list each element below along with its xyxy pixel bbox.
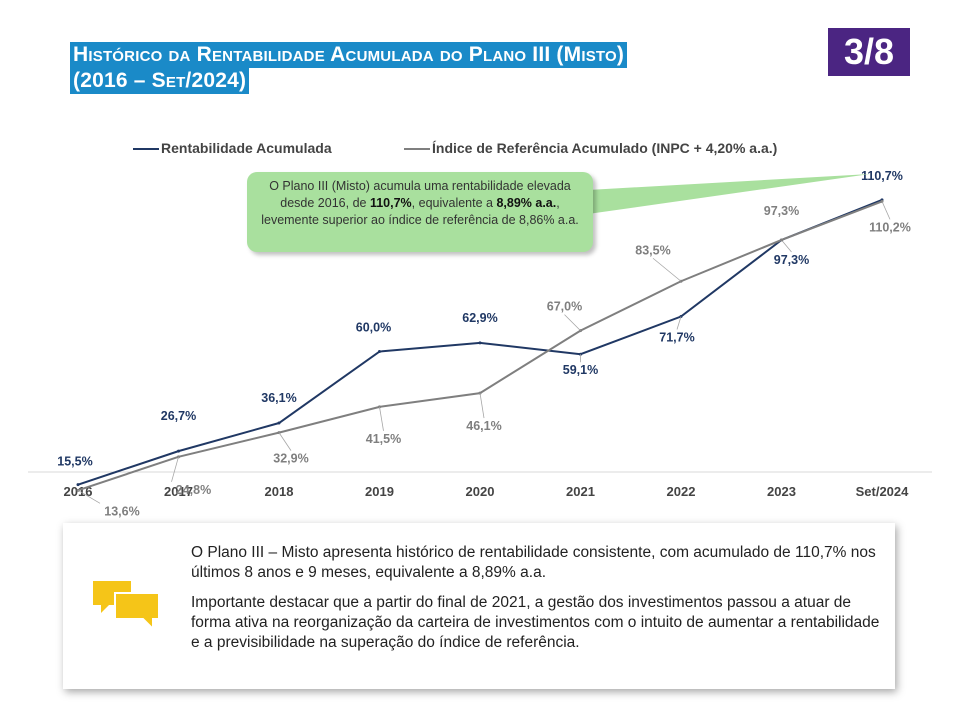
note-text: O Plano III – Misto apresenta histórico … — [191, 543, 881, 663]
line-chart: 20162017201820192020202120222023Set/2024… — [28, 169, 932, 518]
data-point — [76, 483, 80, 487]
data-label: 41,5% — [366, 432, 401, 446]
data-label: 71,7% — [659, 331, 694, 345]
data-point — [478, 341, 482, 345]
x-tick-label: 2020 — [466, 484, 495, 499]
callout-pointer — [588, 174, 870, 214]
label-leader — [278, 432, 292, 451]
x-tick-label: 2018 — [265, 484, 294, 499]
callout-bold-2: 8,89% a.a. — [496, 196, 557, 210]
data-label: 26,7% — [161, 409, 196, 423]
data-label: 60,0% — [356, 321, 391, 335]
x-tick-label: 2017 — [164, 484, 193, 499]
data-point — [177, 449, 180, 453]
callout-text-1: O Plano III (Misto) acumula uma rentabil… — [269, 179, 571, 210]
data-point — [378, 350, 381, 354]
data-label: 13,6% — [104, 504, 139, 518]
legend-swatch-series1 — [133, 148, 159, 151]
x-tick-label: 2021 — [566, 484, 595, 499]
legend-label-series2: Índice de Referência Acumulado (INPC + 4… — [432, 140, 778, 156]
page-indicator: 3/8 — [828, 28, 910, 76]
callout-bold-1: 110,7% — [369, 196, 412, 210]
data-point — [277, 421, 281, 425]
label-leader — [379, 406, 384, 431]
note-paragraph-1: O Plano III – Misto apresenta histórico … — [191, 544, 876, 581]
note-paragraph-2: Importante destacar que a partir do fina… — [191, 594, 880, 651]
title-line-1: Histórico da Rentabilidade Acumulada do … — [70, 42, 628, 68]
label-leader — [171, 456, 179, 482]
data-label: 97,3% — [764, 204, 799, 218]
label-leader — [479, 393, 485, 419]
data-point — [780, 238, 783, 242]
callout-text-3: , levemente superior ao índice de referê… — [261, 196, 579, 227]
data-label: 62,9% — [462, 311, 497, 325]
data-label: 59,1% — [563, 363, 598, 377]
label-leader — [781, 239, 792, 253]
callout-text-2: , equivalente a — [411, 196, 497, 210]
label-leader — [652, 257, 682, 282]
x-tick-label: 2019 — [365, 484, 394, 499]
slide-title: Histórico da Rentabilidade Acumulada do … — [70, 42, 628, 94]
label-leader — [77, 489, 101, 504]
legend-item-series2: Índice de Referência Acumulado (INPC + 4… — [404, 140, 777, 156]
data-label: 15,5% — [57, 455, 92, 469]
note-box: O Plano III – Misto apresenta histórico … — [63, 523, 895, 689]
data-label: 97,3% — [774, 253, 809, 267]
label-leader — [881, 201, 891, 220]
title-line-2: (2016 – Set/2024) — [70, 68, 250, 94]
callout-box: O Plano III (Misto) acumula uma rentabil… — [247, 172, 593, 252]
legend-swatch-series2 — [404, 148, 430, 151]
data-label: 24,8% — [176, 483, 211, 497]
legend-label-series1: Rentabilidade Acumulada — [161, 140, 332, 156]
data-label: 67,0% — [547, 300, 582, 314]
data-label: 32,9% — [273, 452, 308, 466]
chat-bubbles-icon — [91, 579, 163, 636]
legend-item-series1: Rentabilidade Acumulada — [133, 140, 332, 156]
label-leader — [676, 316, 682, 330]
data-label: 110,2% — [869, 220, 911, 234]
x-tick-label: 2022 — [667, 484, 696, 499]
data-label: 36,1% — [261, 391, 296, 405]
x-tick-label: 2023 — [767, 484, 796, 499]
x-tick-label: Set/2024 — [856, 484, 910, 499]
label-leader — [564, 314, 581, 331]
data-label: 46,1% — [466, 419, 501, 433]
data-label: 110,7% — [861, 169, 903, 183]
data-label: 83,5% — [635, 243, 670, 257]
